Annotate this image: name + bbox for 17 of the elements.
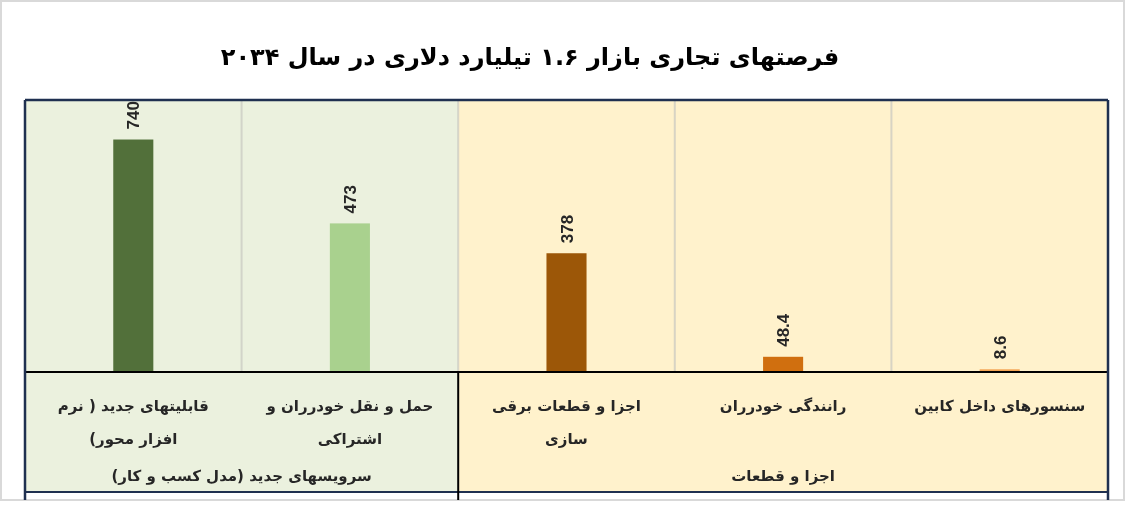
band-label: اجزا و قطعات <box>730 466 836 487</box>
data-label: 48.4 <box>774 313 794 347</box>
data-label: 740 <box>124 101 144 130</box>
bar <box>329 223 370 372</box>
x-tick-label: حمل و نقل خودرران و اشتراکی <box>265 396 435 450</box>
x-tick-label: سنسورهای داخل کابین <box>913 396 1087 417</box>
bar <box>113 139 154 372</box>
chart-title: فرصتهای تجاری بازار ۱.۶ تیلیارد دلاری در سال ۲۰۳۴ <box>219 42 841 73</box>
x-tick-label: اجزا و قطعات برقی سازی <box>491 396 642 450</box>
data-label: 473 <box>340 185 360 214</box>
x-tick-label: رانندگی خودرران <box>718 396 848 417</box>
band-label: سرویسهای جدید (مدل کسب و کار) <box>110 466 373 487</box>
data-label: 8.6 <box>990 335 1010 360</box>
bar <box>763 356 804 372</box>
data-label: 378 <box>557 214 577 244</box>
x-tick-label: قابلیتهای جدید ( نرم افزار محور) <box>56 396 210 450</box>
bar <box>546 253 587 372</box>
